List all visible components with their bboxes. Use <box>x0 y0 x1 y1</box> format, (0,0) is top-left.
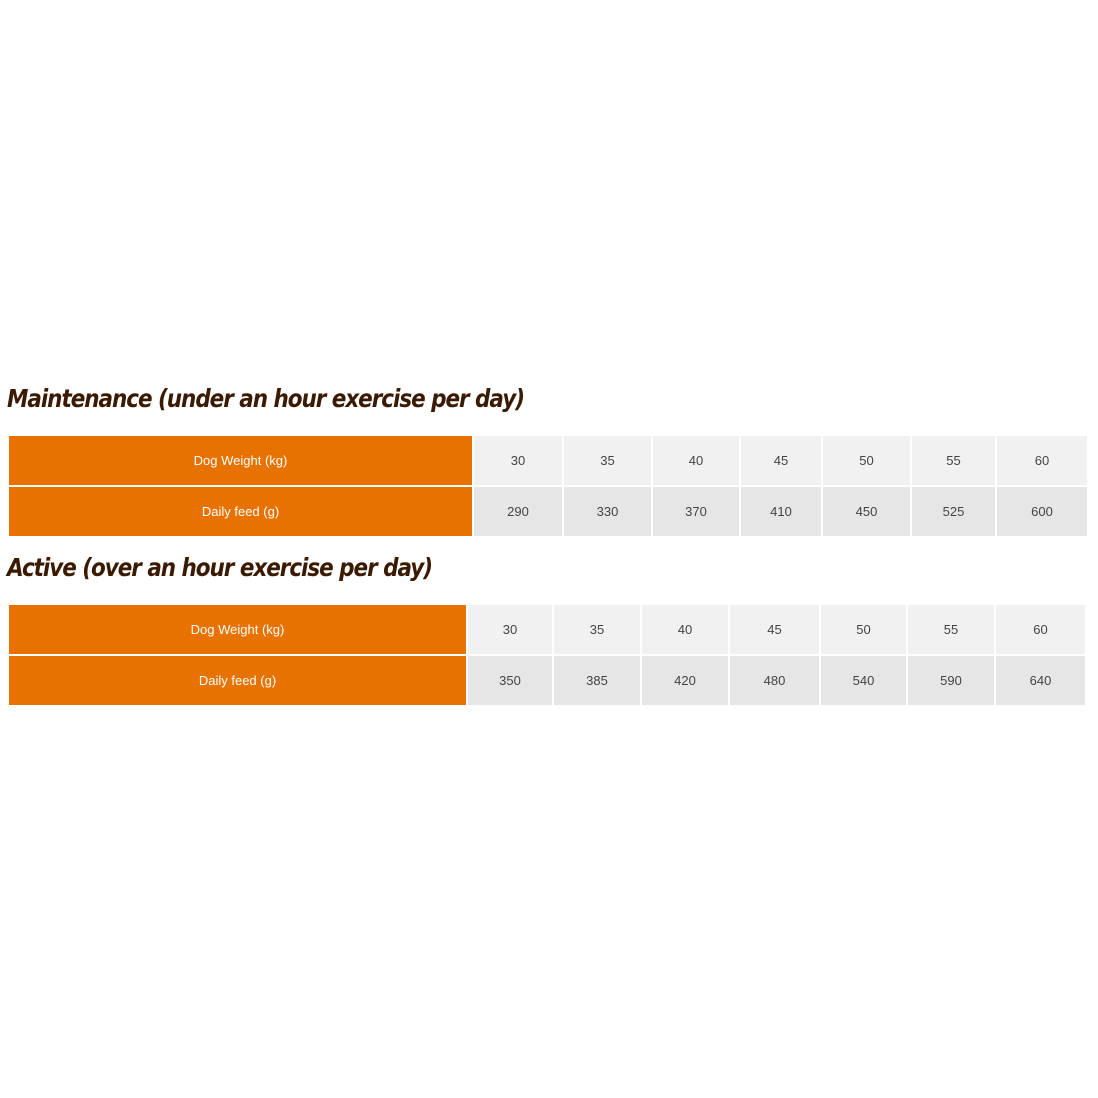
cell: 40 <box>642 605 728 654</box>
cell: 420 <box>642 656 728 705</box>
cell: 35 <box>564 436 651 485</box>
cell: 50 <box>821 605 906 654</box>
cell: 55 <box>912 436 995 485</box>
cell: 55 <box>908 605 994 654</box>
active-title: Active (over an hour exercise per day) <box>7 553 433 582</box>
maintenance-title: Maintenance (under an hour exercise per … <box>7 384 525 413</box>
table-row-dog-weight: Dog Weight (kg) 30 35 40 45 50 55 60 <box>9 436 1087 485</box>
active-feeding-table: Dog Weight (kg) 30 35 40 45 50 55 60 Dai… <box>7 603 1087 707</box>
cell: 330 <box>564 487 651 536</box>
row-label: Dog Weight (kg) <box>9 605 466 654</box>
row-label: Daily feed (g) <box>9 487 472 536</box>
cell: 410 <box>741 487 821 536</box>
cell: 30 <box>474 436 562 485</box>
cell: 480 <box>730 656 819 705</box>
cell: 525 <box>912 487 995 536</box>
cell: 60 <box>997 436 1087 485</box>
cell: 30 <box>468 605 552 654</box>
table-row-daily-feed: Daily feed (g) 290 330 370 410 450 525 6… <box>9 487 1087 536</box>
cell: 290 <box>474 487 562 536</box>
cell: 45 <box>730 605 819 654</box>
cell: 385 <box>554 656 640 705</box>
row-label: Dog Weight (kg) <box>9 436 472 485</box>
cell: 35 <box>554 605 640 654</box>
cell: 640 <box>996 656 1085 705</box>
cell: 370 <box>653 487 739 536</box>
table-row-dog-weight: Dog Weight (kg) 30 35 40 45 50 55 60 <box>9 605 1085 654</box>
cell: 45 <box>741 436 821 485</box>
maintenance-feeding-table: Dog Weight (kg) 30 35 40 45 50 55 60 Dai… <box>7 434 1089 538</box>
cell: 590 <box>908 656 994 705</box>
cell: 50 <box>823 436 910 485</box>
cell: 600 <box>997 487 1087 536</box>
cell: 350 <box>468 656 552 705</box>
cell: 40 <box>653 436 739 485</box>
cell: 540 <box>821 656 906 705</box>
cell: 450 <box>823 487 910 536</box>
row-label: Daily feed (g) <box>9 656 466 705</box>
table-row-daily-feed: Daily feed (g) 350 385 420 480 540 590 6… <box>9 656 1085 705</box>
cell: 60 <box>996 605 1085 654</box>
